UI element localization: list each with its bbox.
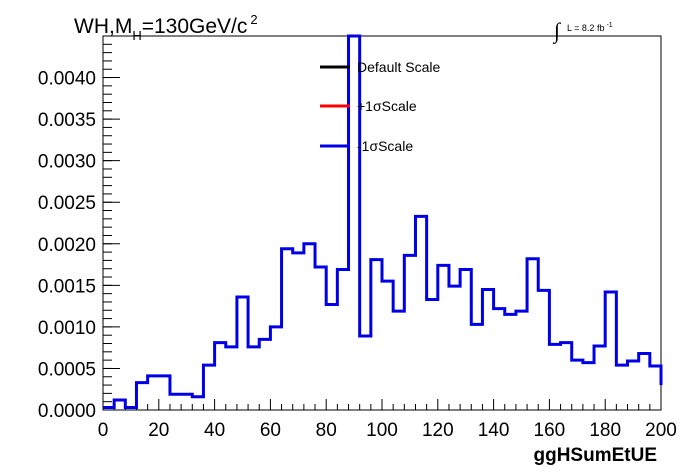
y-tick-label: 0.0030 [38,152,96,173]
y-axis-ticks: 0.0000 0.0005 0.0010 0.0015 0.0020 0.0025 0.00… [38,35,120,422]
plot-frame [102,35,662,411]
x-tick-label: 40 [204,420,225,441]
x-tick-label: 100 [366,420,398,441]
y-tick-label: 0.0025 [38,193,96,214]
title-subscript: H [132,28,141,43]
x-tick-label: 160 [534,420,566,441]
series-line-minus1sigma [103,34,663,410]
y-tick-label: 0.0000 [38,401,96,422]
x-axis-label: ggHSumEtUE [534,445,658,466]
lumi-integral-sign: ∫ [552,18,562,44]
lumi-text: L = 8.2 fb [567,23,604,33]
series-layer [103,34,663,410]
legend-label-minus1sigma: -1σScale [357,138,413,154]
y-tick-label: 0.0005 [38,359,96,380]
x-tick-label: 180 [589,420,621,441]
legend-label-plus1sigma: +1σScale [357,98,417,114]
x-tick-label: 200 [645,420,677,441]
title-superscript: 2 [250,12,257,27]
y-tick-label: 0.0040 [38,69,96,90]
title-main: =130GeV/c [142,15,248,38]
x-tick-label: 120 [422,420,454,441]
x-tick-label: 140 [478,420,510,441]
x-tick-label: 20 [148,420,169,441]
x-tick-label: 80 [316,420,337,441]
title-prefix: WH,M [74,15,132,38]
lumi-label: L = 8.2 fb -1 [567,22,613,33]
x-tick-label: 0 [98,420,109,441]
y-tick-label: 0.0035 [38,110,96,131]
x-axis-ticks: 0 20 40 60 80 100 120 140 160 180 200 [98,399,677,441]
legend-label-default: Default Scale [357,59,440,75]
y-tick-label: 0.0020 [38,235,96,256]
chart-title: WH,MH=130GeV/c 2 [74,12,258,43]
y-tick-label: 0.0015 [38,276,96,297]
y-tick-label: 0.0010 [38,318,96,339]
legend: Default Scale +1σScale -1σScale [320,59,440,154]
lumi-superscript: -1 [606,22,612,29]
x-tick-label: 60 [260,420,281,441]
